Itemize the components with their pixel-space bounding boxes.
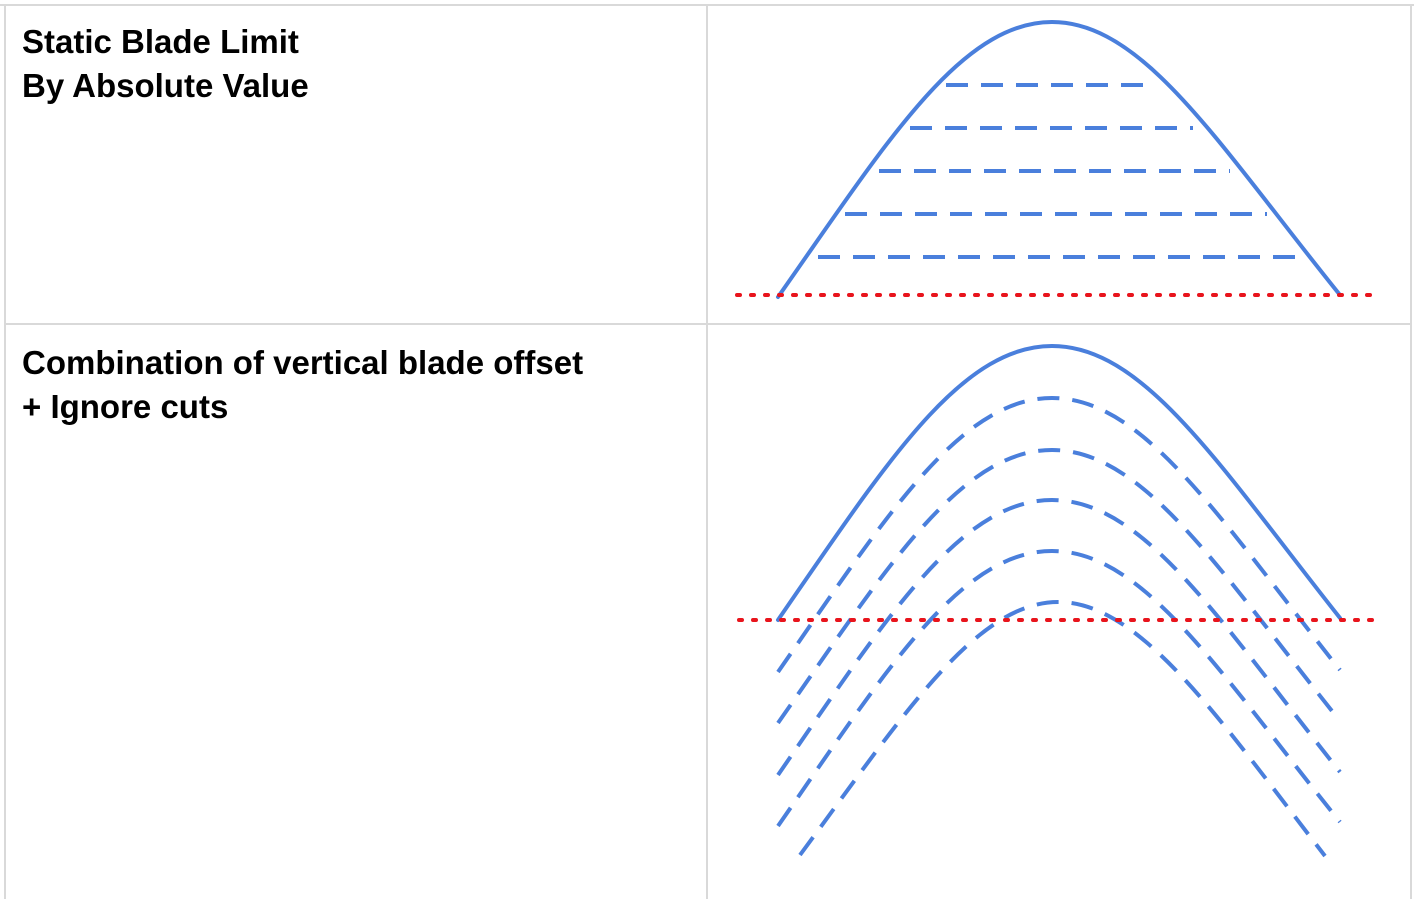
row-2-label-line-2: + Ignore cuts — [22, 388, 229, 425]
table-column-divider — [706, 4, 708, 899]
offset-cut-curve — [798, 599, 1327, 858]
offset-cut-curve — [776, 548, 1342, 828]
row-2-label-line-1: Combination of vertical blade offset — [22, 344, 584, 381]
table-border-left — [4, 4, 6, 899]
table-row-divider — [4, 323, 1412, 325]
blade-profile-curve — [776, 343, 1342, 622]
offset-cut-curve — [776, 395, 1342, 674]
table-border-right — [1410, 4, 1412, 899]
vertical-offset-ignore-cuts-diagram — [737, 343, 1382, 858]
row-1-label: Static Blade Limit By Absolute Value — [22, 20, 309, 108]
blade-profile-curve — [776, 19, 1342, 299]
offset-cut-curve — [776, 447, 1342, 725]
static-blade-limit-diagram — [735, 19, 1382, 299]
row-1-label-line-2: By Absolute Value — [22, 67, 309, 104]
offset-cut-curve — [776, 497, 1342, 777]
row-1-label-line-1: Static Blade Limit — [22, 23, 299, 60]
row-2-label: Combination of vertical blade offset + I… — [22, 341, 583, 429]
